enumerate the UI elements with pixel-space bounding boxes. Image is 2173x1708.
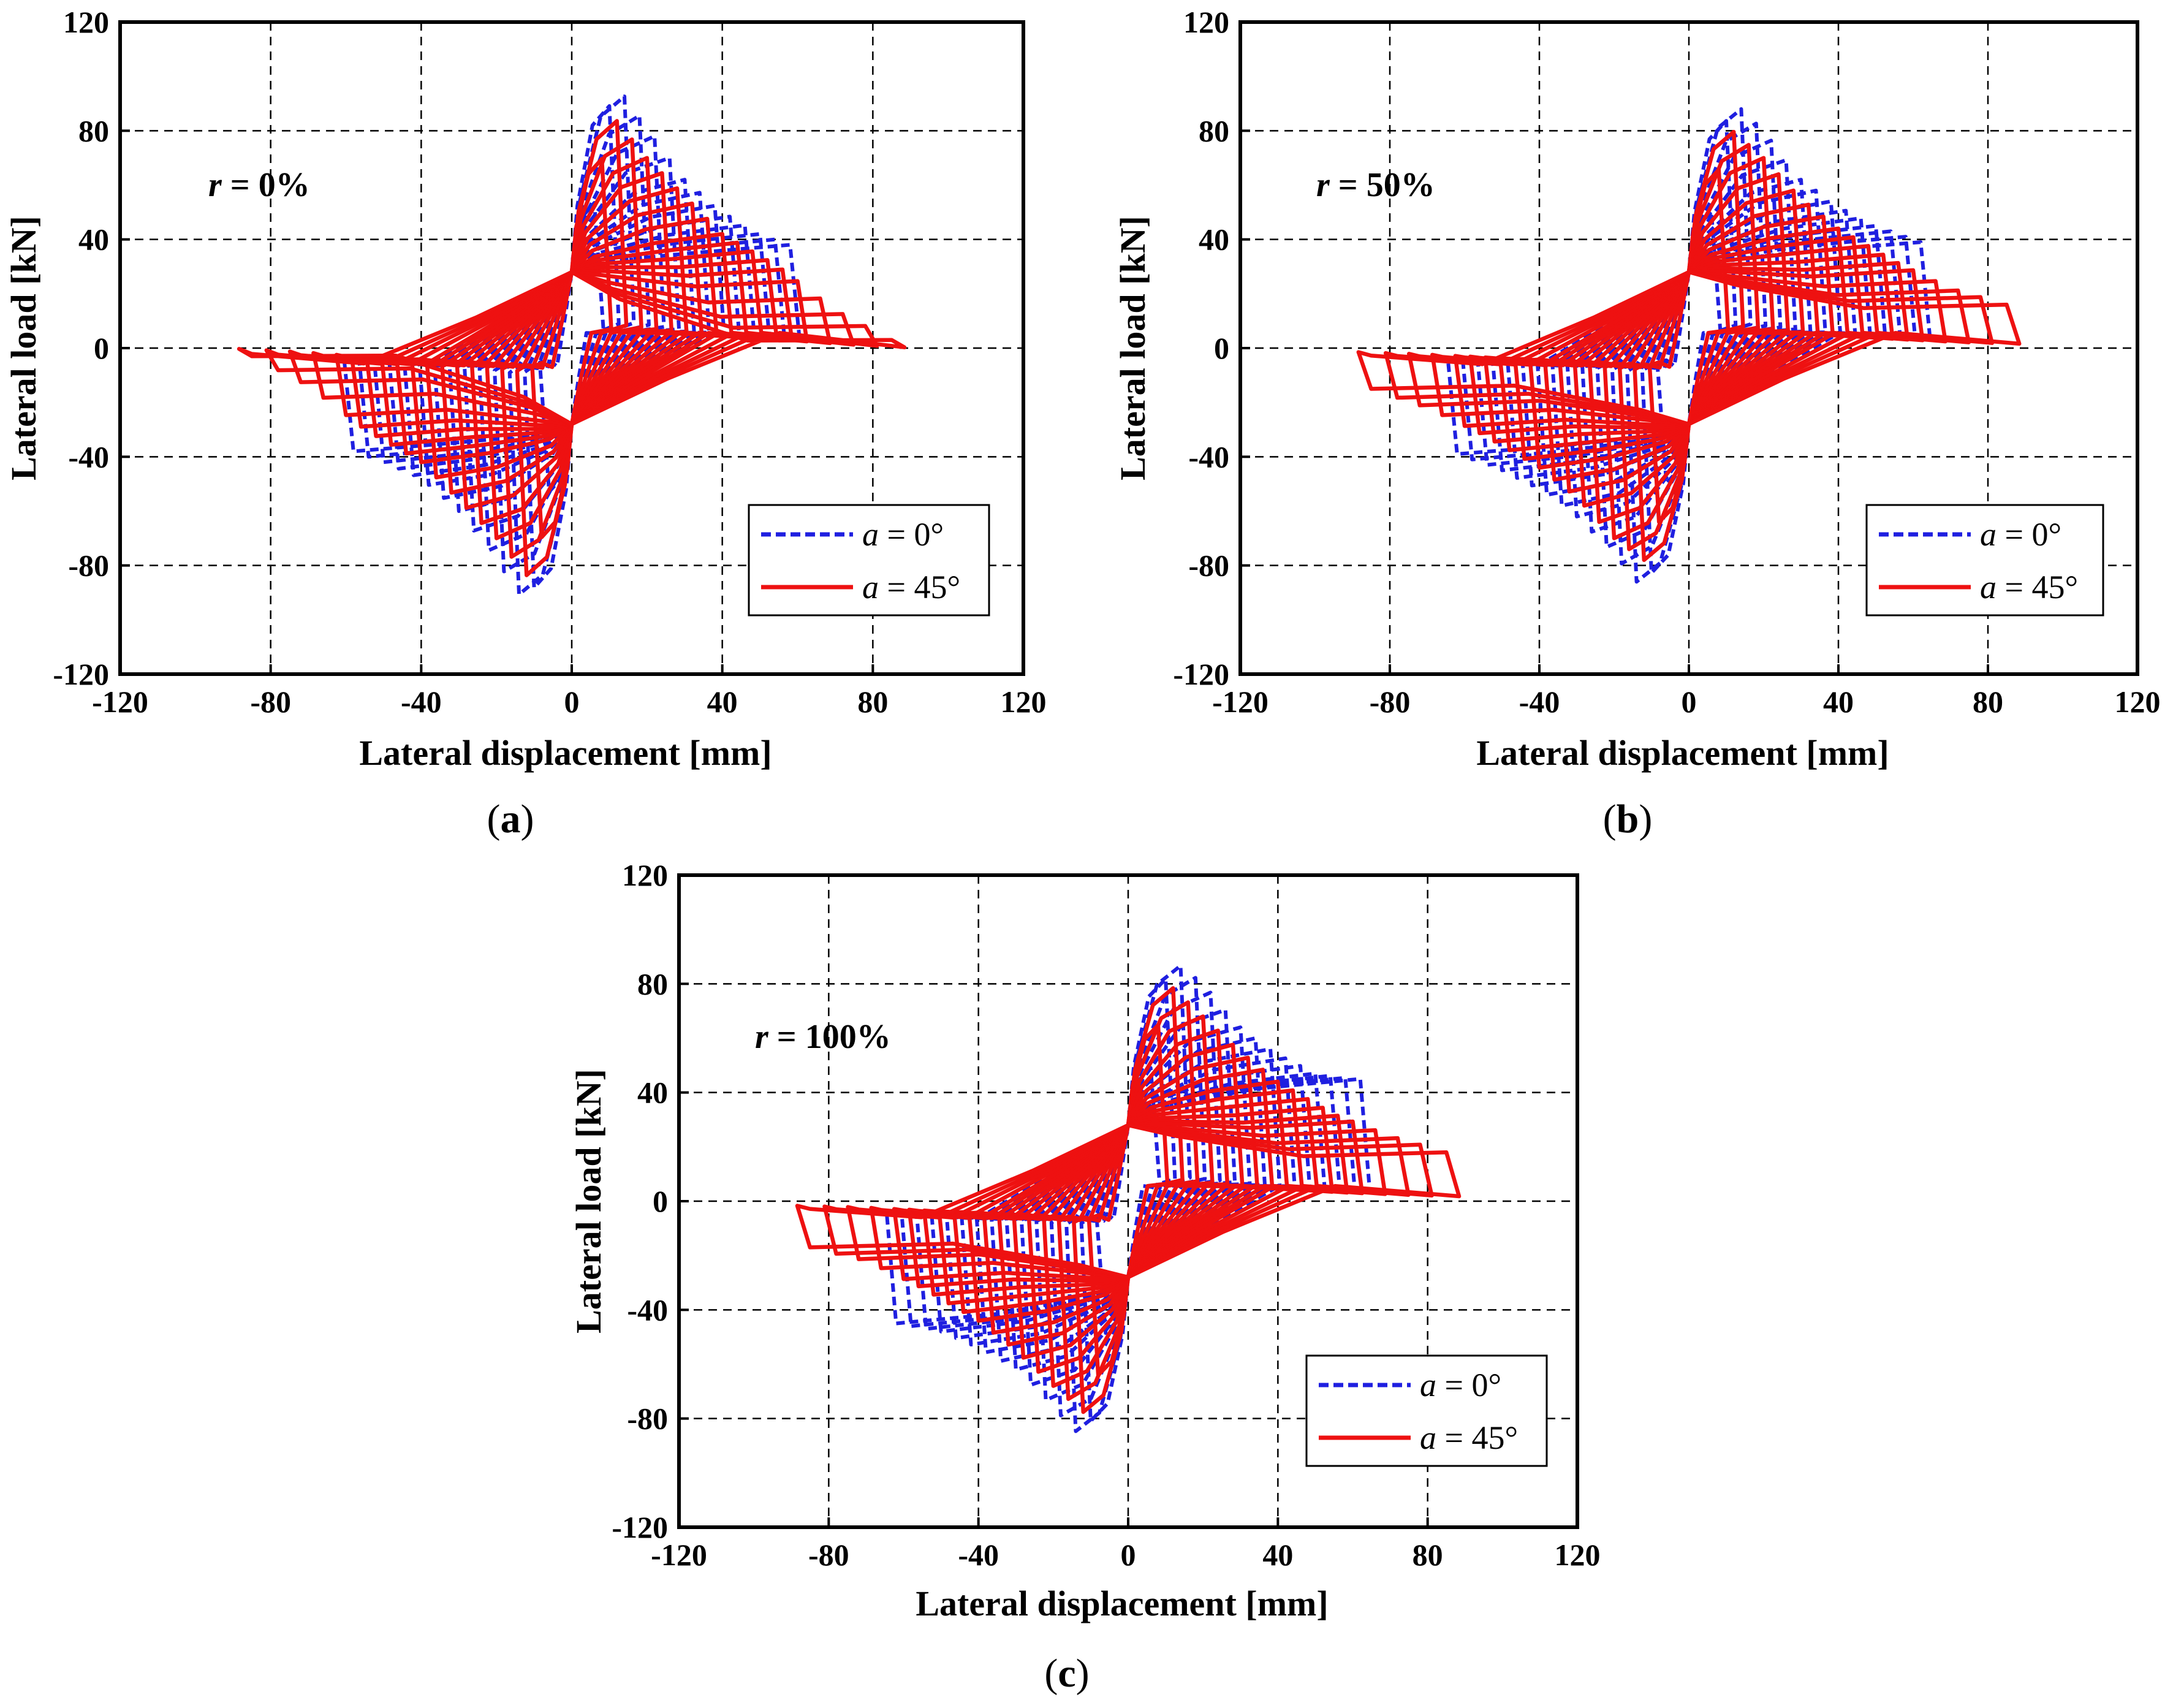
- legend-box: [1865, 504, 2104, 617]
- x-tick-label: -120: [651, 1538, 707, 1572]
- y-tick-label: -120: [53, 657, 109, 691]
- x-tick-label: -40: [401, 685, 442, 719]
- y-tick-label: 0: [653, 1184, 668, 1218]
- series-a-45deg: [795, 986, 1462, 1414]
- axis-ticks: -120 -80 -40 0 40 80 120 -120 -80 -40 0 40 80 120: [612, 858, 1600, 1572]
- x-tick-label: 0: [1121, 1538, 1136, 1572]
- y-tick-label: 40: [1199, 222, 1229, 257]
- series-a-45deg: [237, 119, 907, 577]
- x-tick-label: -120: [1212, 685, 1269, 719]
- y-tick-label: 0: [94, 331, 109, 365]
- x-tick-label: 120: [1555, 1538, 1601, 1572]
- legend-label-0: a = 0°: [1980, 516, 2061, 553]
- y-tick-label: 80: [637, 966, 668, 1001]
- chart-panel-a: -120 -80 -40 0 40 80 120 -120 -80 -40 0 40 80 120 r =…: [4, 5, 1047, 841]
- hysteresis-curves: [237, 94, 907, 596]
- y-tick-label: 120: [63, 5, 109, 39]
- legend-label-0: a = 0°: [1420, 1367, 1501, 1403]
- x-tick-label: 40: [1823, 685, 1854, 719]
- axis-ticks: -120 -80 -40 0 40 80 120 -120 -80 -40 0 40 80 120: [1173, 5, 2160, 719]
- hysteresis-loop: [387, 223, 756, 471]
- chart-panel-c: -120 -80 -40 0 40 80 120 -120 -80 -40 0 40 80 120 r =…: [569, 858, 1601, 1696]
- y-tick-label: -80: [1188, 548, 1229, 583]
- hysteresis-loop: [1072, 986, 1185, 1414]
- y-tick-label: 40: [637, 1076, 668, 1110]
- y-axis-label: Lateral load [kN]: [1113, 216, 1153, 480]
- hysteresis-loop: [1633, 129, 1745, 563]
- legend-label-1: a = 45°: [1980, 569, 2078, 605]
- chart-panel-b: -120 -80 -40 0 40 80 120 -120 -80 -40 0 40 80 120 r =…: [1113, 5, 2161, 841]
- x-tick-label: 120: [2115, 685, 2161, 719]
- legend-label-0: a = 0°: [862, 516, 944, 553]
- x-tick-label: 80: [1413, 1538, 1443, 1572]
- y-tick-label: 120: [622, 858, 668, 892]
- x-tick-label: 0: [1682, 685, 1697, 719]
- y-tick-label: -40: [627, 1292, 668, 1327]
- legend: a = 0° a = 45°: [748, 504, 990, 617]
- x-tick-label: -40: [1519, 685, 1560, 719]
- y-tick-label: -40: [68, 439, 109, 474]
- x-tick-label: 40: [707, 685, 738, 719]
- panel-caption-b: (b): [1603, 797, 1653, 841]
- axis-ticks: -120 -80 -40 0 40 80 120 -120 -80 -40 0 40 80 120: [53, 5, 1046, 719]
- legend-box: [1305, 1354, 1548, 1467]
- grid-lines: [120, 22, 1023, 674]
- x-tick-label: -40: [958, 1538, 999, 1572]
- x-tick-label: -80: [250, 685, 291, 719]
- x-axis-label: Lateral displacement [mm]: [916, 1584, 1328, 1623]
- series-a-45deg: [1356, 129, 2022, 563]
- x-tick-label: 80: [1973, 685, 2003, 719]
- legend-box: [748, 504, 990, 617]
- x-axis-label: Lateral displacement [mm]: [1476, 733, 1889, 773]
- x-axis-label: Lateral displacement [mm]: [359, 733, 772, 773]
- annotation-r: r = 0%: [208, 166, 310, 204]
- y-axis-label: Lateral load [kN]: [4, 216, 44, 480]
- hysteresis-curves: [795, 963, 1462, 1433]
- legend: a = 0° a = 45°: [1305, 1354, 1548, 1467]
- y-tick-label: -120: [612, 1510, 668, 1544]
- x-tick-label: -120: [92, 685, 148, 719]
- y-axis-label: Lateral load [kN]: [569, 1069, 609, 1334]
- y-tick-label: -120: [1173, 657, 1229, 691]
- x-tick-label: -80: [1370, 685, 1411, 719]
- y-tick-label: -40: [1188, 439, 1229, 474]
- panel-caption-c: (c): [1044, 1651, 1089, 1696]
- x-tick-label: 40: [1262, 1538, 1293, 1572]
- hysteresis-loop: [515, 119, 629, 577]
- y-tick-label: 120: [1183, 5, 1229, 39]
- x-tick-label: 80: [857, 685, 888, 719]
- legend: a = 0° a = 45°: [1865, 504, 2104, 617]
- panel-caption-a: (a): [487, 797, 534, 841]
- y-tick-label: 0: [1214, 331, 1229, 365]
- y-tick-label: -80: [627, 1402, 668, 1436]
- y-tick-label: 80: [1199, 113, 1229, 148]
- x-tick-label: 0: [564, 685, 580, 719]
- legend-label-1: a = 45°: [862, 569, 960, 605]
- y-tick-label: 80: [78, 113, 109, 148]
- annotation-r: r = 50%: [1316, 166, 1435, 204]
- hysteresis-curves: [1356, 107, 2022, 584]
- hysteresis-loop: [795, 1123, 1462, 1280]
- annotation-r: r = 100%: [755, 1018, 891, 1056]
- hysteresis-loop: [1356, 270, 2022, 427]
- x-tick-label: 120: [1001, 685, 1047, 719]
- x-tick-label: -80: [808, 1538, 849, 1572]
- y-tick-label: 40: [78, 222, 109, 257]
- y-tick-label: -80: [68, 548, 109, 583]
- legend-label-1: a = 45°: [1420, 1419, 1518, 1456]
- hysteresis-loop: [500, 137, 643, 559]
- hysteresis-loop: [237, 270, 907, 427]
